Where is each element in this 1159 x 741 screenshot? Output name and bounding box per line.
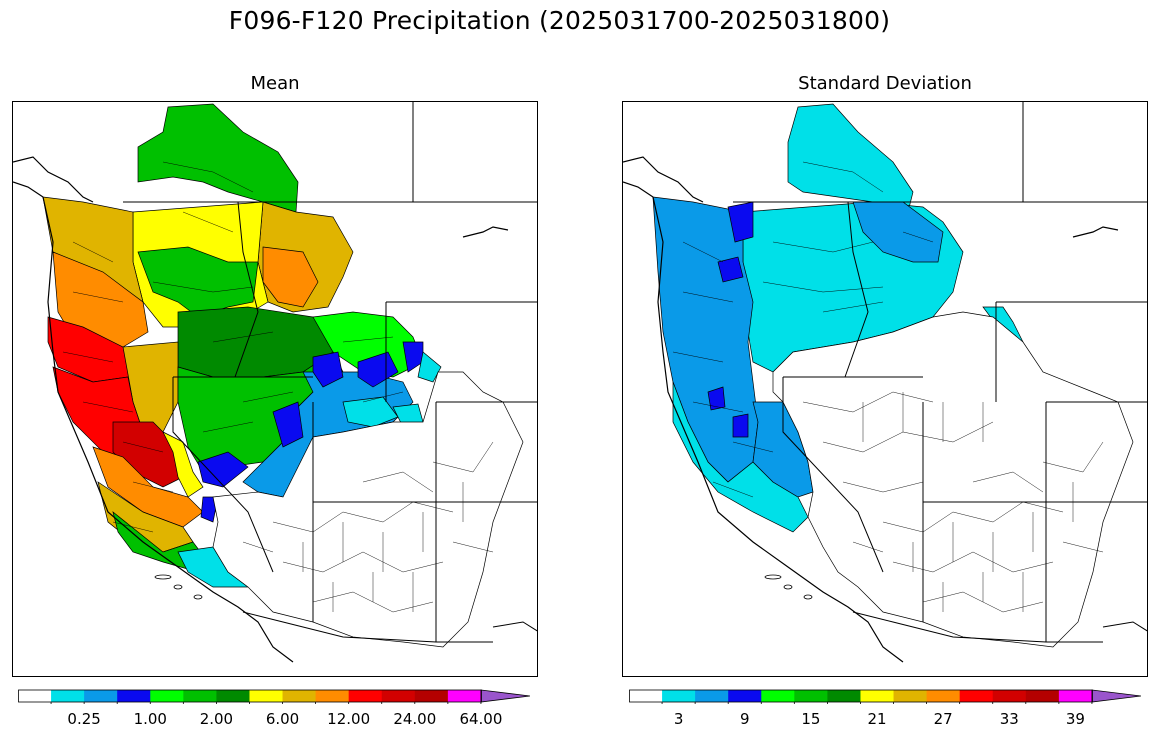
colorbar-tick-label: 2.00 (199, 710, 234, 728)
std-colorbar-segment (992, 690, 1027, 702)
std-colorbar-segment (860, 690, 895, 702)
region-darkblue-1 (312, 351, 344, 388)
region-std-southwest-white (772, 311, 1134, 648)
colorbar-std (629, 688, 1141, 704)
colorbar-tick-label: 15 (801, 710, 821, 728)
colorbar-tick-label: 21 (867, 710, 887, 728)
region-bc-green (137, 103, 299, 213)
mean-colorbar-segment (183, 690, 217, 702)
region-darkblue-5 (197, 451, 249, 488)
region-green-central (137, 246, 259, 318)
std-colorbar-segment (893, 690, 928, 702)
mean-colorbar-segment (414, 690, 449, 702)
std-colorbar-segment (695, 690, 729, 702)
map-std-canvas (623, 102, 1147, 663)
mean-colorbar-segment (117, 690, 151, 702)
panel-title-mean: Mean (250, 73, 300, 94)
colorbar-tick-label: 27 (933, 710, 953, 728)
std-colorbar-segment (629, 690, 663, 702)
region-std-cal-cyan (672, 381, 809, 533)
colorbar-tick-label: 24.00 (393, 710, 437, 728)
std-colorbar-segment (926, 690, 961, 702)
mean-colorbar-segment (381, 690, 416, 702)
std-colorbar-outline (629, 689, 1093, 703)
figure-title: F096-F120 Precipitation (2025031700-2025… (228, 6, 891, 35)
region-coast-orange (52, 251, 149, 348)
colorbar-tick-label: 64.00 (459, 710, 503, 728)
mean-colorbar-extend-arrow (480, 689, 530, 703)
mean-colorbar-segment (249, 690, 284, 702)
std-colorbar-extend-arrow (1091, 689, 1141, 703)
colorbar-tick-label: 3 (673, 710, 684, 728)
mean-colorbar-segment (150, 690, 184, 702)
std-colorbar-segment (761, 690, 795, 702)
std-colorbar-segment (1025, 690, 1060, 702)
std-colorbar-segment (1058, 690, 1093, 702)
colorbar-tick-label: 12.00 (327, 710, 371, 728)
region-std-darkblue-3 (707, 386, 726, 411)
mean-colorbar-outline (18, 689, 482, 703)
map-mean (12, 101, 538, 677)
panel-title-std: Standard Deviation (798, 73, 972, 94)
std-colorbar-segment (959, 690, 994, 702)
region-darkblue-4 (272, 401, 304, 448)
region-cencal-yellow (162, 431, 204, 498)
region-std-north-cyan (787, 103, 914, 213)
mean-colorbar-segment (315, 690, 350, 702)
region-cyan-2 (417, 351, 442, 383)
colorbar-tick-label: 33 (999, 710, 1019, 728)
mean-colorbar-segment (84, 690, 118, 702)
std-colorbar-segment (827, 690, 861, 702)
colorbar-tick-label: 6.00 (265, 710, 300, 728)
region-idaho-orange (262, 246, 319, 308)
region-cyan-1 (342, 396, 399, 428)
colorbar-mean (18, 688, 530, 704)
mean-colorbar-segment (282, 690, 317, 702)
region-std-darkblue-4 (732, 413, 749, 438)
mean-colorbar-segment (216, 690, 250, 702)
map-mean-canvas (13, 102, 537, 663)
map-std (622, 101, 1148, 677)
mean-colorbar-segment (18, 690, 52, 702)
colorbar-std-svg (629, 689, 1141, 704)
colorbar-tick-label: 39 (1065, 710, 1085, 728)
std-colorbar-segment (662, 690, 696, 702)
region-std-darkblue-2 (717, 256, 744, 283)
std-colorbar-segment (728, 690, 762, 702)
mean-colorbar-segment (51, 690, 85, 702)
region-std-darkblue-1 (727, 201, 754, 243)
mean-colorbar-segment (447, 690, 482, 702)
colorbar-tick-label: 0.25 (67, 710, 101, 728)
colorbar-tick-label: 9 (739, 710, 750, 728)
colorbar-mean-svg (18, 689, 530, 704)
colorbar-tick-label: 1.00 (133, 710, 167, 728)
region-std-montana-blue (852, 201, 944, 263)
mean-colorbar-segment (348, 690, 383, 702)
std-colorbar-segment (794, 690, 828, 702)
